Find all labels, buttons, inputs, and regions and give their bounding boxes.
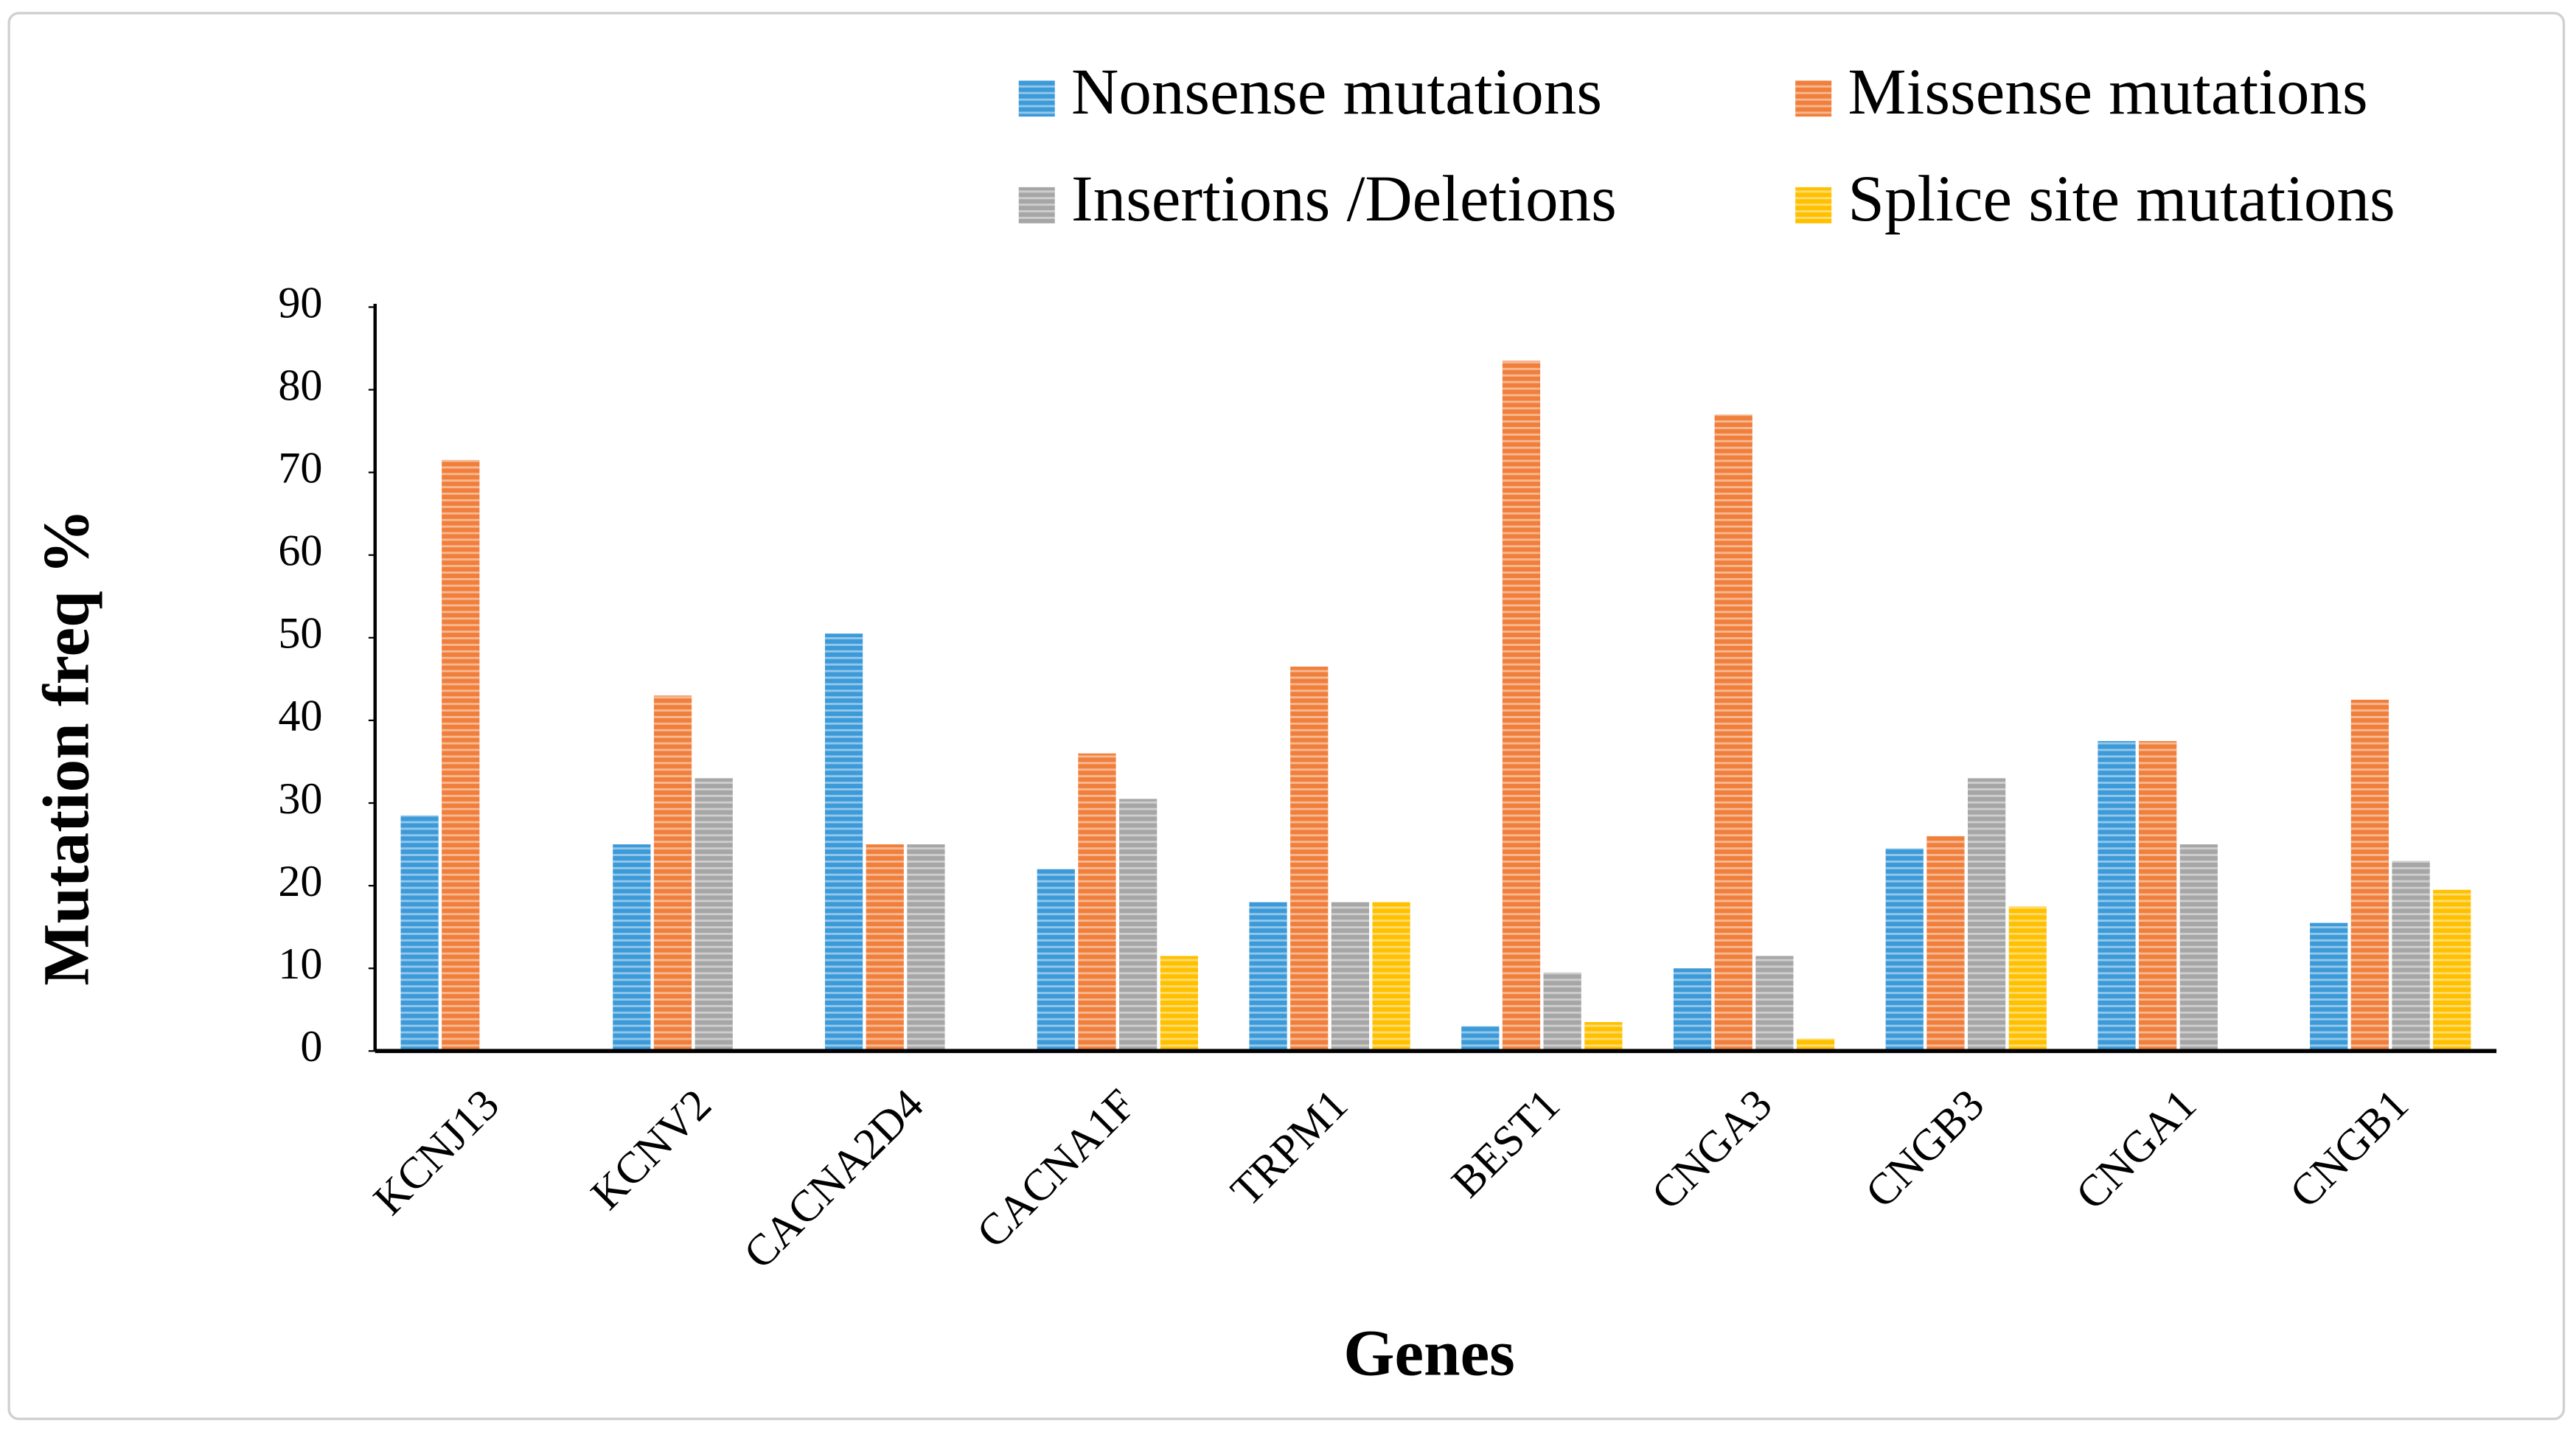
bar-texture — [2350, 699, 2389, 1052]
y-tick-label: 50 — [278, 609, 322, 658]
bar-texture — [1926, 835, 1965, 1052]
legend-swatch-texture — [1795, 187, 1832, 223]
legend-swatch-texture — [1018, 80, 1055, 117]
bar-texture — [1078, 753, 1116, 1052]
bar-texture — [2008, 906, 2047, 1052]
y-tick-label: 90 — [278, 278, 322, 327]
bar-texture — [2433, 889, 2471, 1052]
legend-label: Splice site mutations — [1848, 163, 2395, 235]
bar-texture — [613, 844, 651, 1052]
bar-texture — [1502, 361, 1541, 1052]
y-tick-label: 60 — [278, 526, 322, 576]
bar-texture — [866, 844, 904, 1052]
bar-texture — [1037, 869, 1075, 1052]
y-tick-label: 0 — [300, 1022, 322, 1071]
y-tick-label: 70 — [278, 443, 322, 493]
y-tick-label: 10 — [278, 939, 322, 989]
y-tick-label: 20 — [278, 857, 322, 906]
legend-label: Nonsense mutations — [1071, 56, 1602, 128]
bar-texture — [1885, 848, 1924, 1052]
bar-texture — [907, 844, 945, 1052]
legend-label: Missense mutations — [1848, 56, 2367, 128]
y-tick-label: 80 — [278, 361, 322, 410]
bar-texture — [1290, 667, 1329, 1052]
bar-texture — [1461, 1026, 1500, 1052]
y-axis-label: Mutation freq % — [30, 509, 102, 986]
y-tick-label: 30 — [278, 774, 322, 824]
frame — [7, 12, 2566, 1420]
bar-texture — [2179, 844, 2218, 1052]
bar-texture — [695, 778, 733, 1052]
y-tick-label: 40 — [278, 692, 322, 741]
bar-texture — [1372, 902, 1410, 1052]
bar-texture — [2098, 740, 2136, 1052]
bar-texture — [653, 695, 692, 1052]
bar-texture — [442, 459, 480, 1052]
bar-texture — [2310, 922, 2348, 1052]
bar-texture — [1160, 956, 1198, 1052]
bar-texture — [824, 633, 863, 1052]
legend-swatch-texture — [1795, 80, 1832, 117]
x-axis-label: Genes — [1343, 1317, 1515, 1389]
bar-texture — [400, 815, 439, 1052]
bar-texture — [2139, 740, 2177, 1052]
bar-texture — [2392, 861, 2430, 1052]
bar-texture — [1543, 972, 1581, 1052]
bar-texture — [1968, 778, 2006, 1052]
bar-texture — [1249, 902, 1287, 1052]
bar-texture — [1331, 902, 1370, 1052]
bar-texture — [1584, 1022, 1623, 1052]
bar-texture — [1119, 799, 1158, 1052]
bar-texture — [1755, 956, 1794, 1052]
bar-texture — [1796, 1038, 1835, 1052]
legend-swatch-texture — [1018, 187, 1055, 223]
bar-texture — [1714, 414, 1752, 1052]
bar-texture — [1673, 968, 1712, 1052]
legend-label: Insertions /Deletions — [1071, 163, 1617, 235]
